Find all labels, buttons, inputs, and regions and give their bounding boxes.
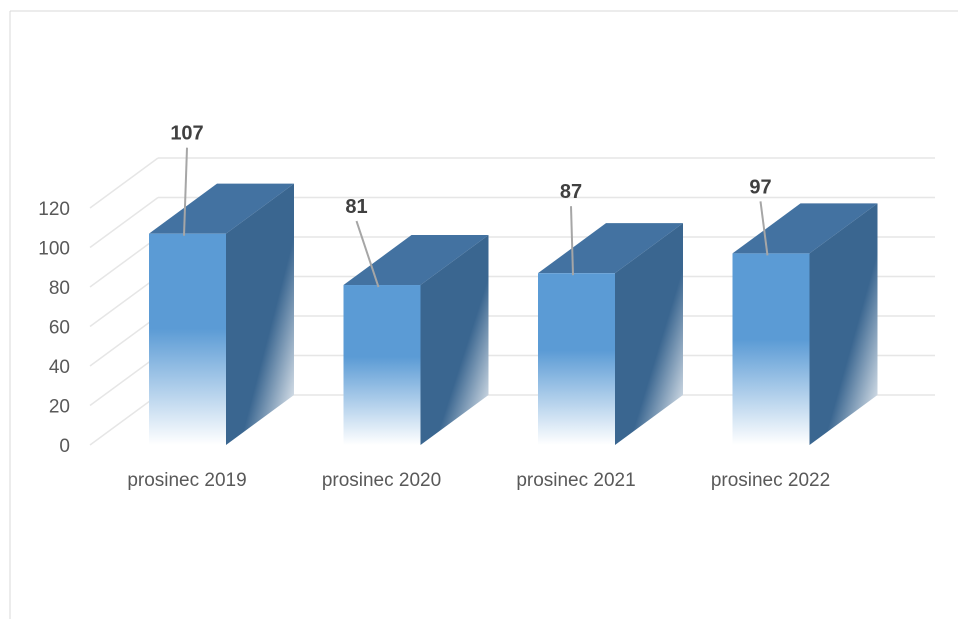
- gridline-diagonal: [89, 157, 159, 209]
- bar: [149, 183, 294, 446]
- gridline-diagonal: [89, 394, 159, 446]
- y-tick-label: 120: [38, 199, 70, 220]
- gridline-diagonal: [89, 275, 159, 328]
- gridline-diagonal: [89, 196, 159, 249]
- data-label-leader-line: [355, 220, 380, 288]
- bar-side-face: [809, 203, 878, 445]
- bar-front-face: [538, 273, 615, 445]
- x-tick-label: prosinec 2020: [322, 470, 441, 491]
- bar: [343, 235, 489, 445]
- x-axis: prosinec 2019 prosinec 2020 prosinec 2021 p…: [127, 470, 830, 491]
- y-tick-label: 40: [49, 357, 70, 378]
- bar-top-face: [732, 203, 878, 254]
- y-tick-label: 20: [49, 397, 70, 418]
- data-label: 97: [749, 176, 771, 198]
- gridline-diagonal: [89, 315, 159, 367]
- bar-front-face: [343, 285, 421, 445]
- y-axis: 0 20 40 60 80 100 120: [38, 199, 70, 457]
- y-tick-label: 80: [49, 278, 70, 299]
- bar-side-face: [226, 183, 294, 446]
- y-tick-label: 60: [49, 318, 70, 339]
- y-tick-label: 100: [38, 239, 70, 260]
- bar-front-face: [149, 233, 226, 445]
- data-label: 81: [345, 196, 367, 218]
- bar-top-face: [343, 235, 489, 286]
- bar-front-face: [732, 253, 810, 445]
- bar-side-face: [615, 223, 683, 445]
- bar-side-face: [420, 235, 489, 445]
- data-labels: 107 81 87 97: [170, 123, 772, 288]
- bar: [732, 203, 878, 445]
- bar-top-face: [538, 223, 683, 274]
- x-tick-label: prosinec 2021: [516, 470, 635, 491]
- data-label: 107: [170, 123, 203, 145]
- bars: [149, 183, 878, 446]
- data-label-leader-line: [183, 147, 188, 236]
- x-tick-label: prosinec 2019: [127, 470, 246, 491]
- data-label-leader-line: [570, 206, 574, 276]
- data-label: 87: [560, 181, 582, 203]
- gridline-diagonal: [89, 354, 159, 407]
- data-label-leader-line: [759, 201, 769, 256]
- x-tick-label: prosinec 2022: [711, 470, 830, 491]
- gridline-diagonal: [89, 236, 159, 288]
- bar: [538, 223, 683, 445]
- y-tick-label: 0: [59, 436, 70, 457]
